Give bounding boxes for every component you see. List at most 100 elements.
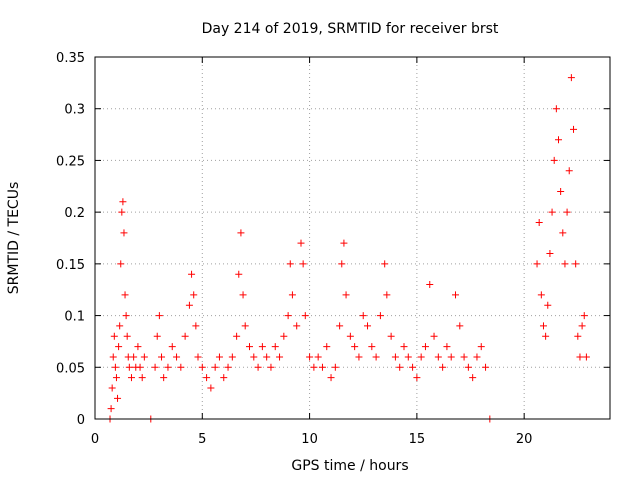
data-point [233,332,241,340]
y-tick-label: 0 [77,413,85,428]
data-point [323,343,331,351]
data-point [546,250,554,258]
data-point [460,353,468,361]
chart-title: Day 214 of 2019, SRMTID for receiver brs… [202,21,499,37]
data-point [387,332,395,340]
data-point [443,343,451,351]
data-point [351,343,359,351]
data-point [136,363,144,371]
data-point [552,105,560,113]
data-point [220,374,228,382]
data-point [413,374,421,382]
data-point [246,343,253,351]
data-point [112,374,120,382]
data-point [572,260,580,268]
data-point [477,343,485,351]
y-tick-label: 0.3 [64,103,85,118]
data-point [340,239,348,247]
data-point [198,363,206,371]
data-point [160,374,168,382]
data-point [561,260,569,268]
data-point [359,312,367,320]
data-point [177,363,185,371]
data-point [464,363,472,371]
data-point [417,353,425,361]
data-point [355,353,363,361]
data-point [158,353,166,361]
data-point [121,291,129,299]
data-point [211,363,219,371]
data-point [372,353,380,361]
data-point [396,363,404,371]
y-tick-label: 0.1 [64,310,85,325]
x-axis-label: GPS time / hours [291,458,408,474]
data-point [404,353,412,361]
data-point [550,156,558,164]
data-point [115,343,123,351]
data-point [123,332,131,340]
data-point [567,74,575,82]
data-point [118,208,126,216]
data-point [368,343,376,351]
data-point [557,187,565,195]
data-point [138,374,146,382]
data-point [327,374,335,382]
data-point [301,312,309,320]
data-point [336,322,344,330]
data-point [235,270,243,278]
data-point [130,353,138,361]
data-point [314,353,322,361]
data-point [153,332,161,340]
data-point [576,353,584,361]
data-point [544,301,552,309]
data-point [258,343,266,351]
data-point [185,301,193,309]
y-tick-label: 0.25 [56,154,85,169]
data-point [271,343,279,351]
data-point [241,322,249,330]
data-point [164,363,172,371]
data-point [107,405,115,413]
data-point [563,208,571,216]
y-tick-label: 0.15 [56,258,85,273]
x-tick-label: 15 [409,432,426,447]
data-point [421,343,429,351]
y-tick-label: 0.35 [56,51,85,66]
data-point [228,353,236,361]
data-point [391,353,399,361]
data-point [535,218,543,226]
data-point [346,332,354,340]
data-point [310,363,318,371]
data-point [254,363,262,371]
data-point [456,322,464,330]
x-tick-label: 5 [198,432,206,447]
data-point [400,343,408,351]
data-point [192,322,200,330]
data-point [203,374,211,382]
data-point [267,363,275,371]
data-point [306,353,314,361]
data-point [299,260,307,268]
data-point [109,353,117,361]
data-point [276,353,284,361]
data-point [447,353,455,361]
data-points [106,74,590,423]
data-point [331,363,339,371]
data-point [190,291,198,299]
data-point [224,363,232,371]
x-tick-label: 20 [516,432,533,447]
data-point [434,353,442,361]
data-point [539,322,547,330]
data-point [574,332,582,340]
x-tick-label: 10 [301,432,318,447]
data-point [381,260,389,268]
data-point [286,260,294,268]
data-point [288,291,296,299]
data-point [293,322,301,330]
data-point [125,363,133,371]
data-point [250,353,258,361]
data-point [452,291,459,299]
data-point [284,312,292,320]
data-point [110,332,118,340]
data-point [580,312,588,320]
